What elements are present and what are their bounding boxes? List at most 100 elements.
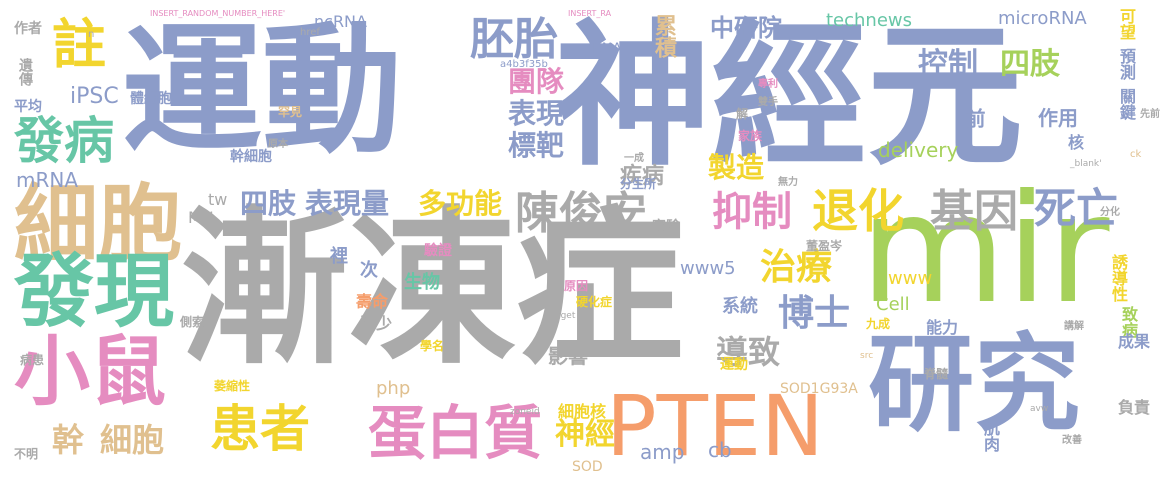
word-www: www: [888, 268, 933, 289]
word-huanzhe: 患者: [210, 400, 310, 458]
word-src: src: [860, 351, 874, 361]
word-buming: 不明: [14, 447, 39, 461]
word-zhizao: 製造: [708, 151, 765, 184]
word-www5: www5: [680, 258, 736, 279]
word-nengli: 能力: [926, 318, 959, 337]
word-zuozhe: 作者: [14, 21, 42, 37]
word-biaoba: 標靶: [508, 129, 565, 162]
word-shengwu: 生物: [404, 272, 440, 293]
word-xuehui: 學名: [420, 339, 445, 353]
word-xibao2: 細胞: [100, 421, 165, 459]
word-php: php: [376, 378, 411, 399]
word-yichuan: 遺傳: [17, 58, 33, 86]
word-bingzhe: 病患: [20, 353, 45, 367]
word-jiyin: 基因: [930, 186, 1018, 237]
word-jie: 解: [736, 107, 749, 121]
word-amp: amp: [640, 440, 685, 464]
word-kongzhi: 控制: [918, 47, 978, 82]
word-gaiyuan: 改善: [1062, 435, 1082, 446]
word-ipsc: iPSC: [70, 84, 119, 109]
word-yuce: 預測: [1117, 48, 1136, 80]
word-pten: PTEN: [606, 377, 824, 475]
word-celeian: 側索: [180, 315, 205, 329]
word-target: target: [548, 311, 576, 321]
word-shenjingyuan: 神經元: [555, 5, 1023, 187]
word-tw: tw: [208, 190, 228, 209]
word-yinghuaxing: 硬化症: [576, 295, 613, 309]
word-shouming: 壽命: [356, 292, 389, 311]
word-dongyingcen: 董盈岑: [806, 239, 843, 253]
word-a4b3f35b: a4b3f35b: [500, 59, 548, 70]
word-jibing: 疾病: [620, 164, 665, 189]
word-fuze: 負責: [1118, 398, 1151, 417]
word-rna: RNA: [592, 41, 622, 57]
word-yizhi: 抑制: [712, 189, 792, 235]
word-jiucheng: 九成: [866, 317, 891, 331]
word-zhu: 註: [52, 13, 106, 76]
word-pingjun: 平均: [14, 99, 42, 115]
word-shuzi: 雙手: [758, 97, 778, 108]
word-jiandongzheng: 漸凍症: [180, 191, 684, 387]
word-mn: MN: [188, 208, 214, 227]
word-chenjunan: 陳俊安: [515, 188, 647, 239]
word-yanjiu: 研究: [868, 323, 1080, 446]
word-tuandui: 團隊: [508, 65, 565, 98]
word-guanjian: 關鍵: [1117, 88, 1136, 120]
word-n: n: [88, 29, 95, 40]
word-peitai: 胚胎: [470, 14, 558, 65]
word-mrna: mRNA: [16, 168, 79, 192]
word-kewang: 可望: [1117, 8, 1136, 40]
word-href: href: [300, 27, 320, 38]
word-yingxiang: 影響: [548, 344, 588, 368]
word-faxian: 發現: [14, 245, 174, 338]
word-zoneid: zoneid: [510, 407, 540, 417]
word-yundong2: 運動: [720, 357, 748, 373]
word-ck: ck: [1130, 149, 1142, 160]
word-sod: SOD: [572, 459, 603, 475]
word-yundong: 運動: [122, 10, 403, 173]
word-mir: mir: [860, 163, 1110, 337]
word-hanjian: 罕見: [278, 105, 303, 119]
word-daozhi: 導致: [716, 333, 781, 371]
word-he: 核: [1065, 134, 1084, 150]
word-boshi: 博士: [778, 293, 851, 334]
word-insert-random: INSERT_RANDOM_NUMBER_HERE': [150, 9, 286, 18]
word-sizhi-a: 四肢: [1000, 47, 1060, 82]
word-siwang: 死亡: [1034, 184, 1119, 233]
word-chengguo: 成果: [1118, 332, 1151, 351]
word-jirou: 肌肉: [981, 420, 1000, 452]
word-zhibing: 致病: [1119, 306, 1138, 338]
word-jiangjie: 講解: [1064, 321, 1084, 332]
word-jiazu: 家族: [738, 129, 763, 143]
word-fabing: 發病: [14, 112, 114, 170]
word-weixing: 萎縮性: [214, 379, 251, 393]
word-yuanben: 原本: [268, 139, 288, 150]
word-xibao: 細胞: [14, 175, 183, 273]
word-zuoyong: 作用: [1038, 106, 1078, 130]
word-insert-ra: INSERT_RA: [568, 9, 612, 18]
word-ganxibao: 幹細胞: [230, 149, 272, 165]
word-fenhua: 分化: [1100, 207, 1120, 218]
word-jianshao: 減少: [360, 314, 393, 333]
word-zhiliao: 治療: [760, 247, 833, 288]
word-sod1g93a: SOD1G93A: [780, 381, 858, 397]
word-tuihua: 退化: [812, 184, 904, 238]
word-leiji: 累積: [651, 14, 676, 58]
word-duogongneng: 多功能: [418, 187, 503, 220]
word-biaoxianliang: 表現量: [305, 187, 390, 220]
word-shenjing: 神經: [555, 417, 615, 452]
word-zhongyanyuan: 中研院: [710, 14, 782, 42]
word-qian: 前: [962, 108, 986, 128]
word-zhuanli: 專利: [758, 79, 778, 90]
word-yicheng: 一成: [624, 153, 644, 164]
word-gan: 幹: [52, 421, 85, 459]
word-danbaizhi: 蛋白質: [368, 399, 543, 467]
word-technews: technews: [826, 10, 913, 31]
word-ncrna: ncRNA: [314, 12, 367, 31]
word-avw: avw: [1030, 404, 1049, 414]
word-sizhi-b: 四肢: [240, 187, 297, 220]
word-fensuo: 分生所: [620, 177, 657, 191]
word-li: 裡: [330, 246, 348, 267]
word-xibaohe: 細胞核: [558, 402, 607, 421]
